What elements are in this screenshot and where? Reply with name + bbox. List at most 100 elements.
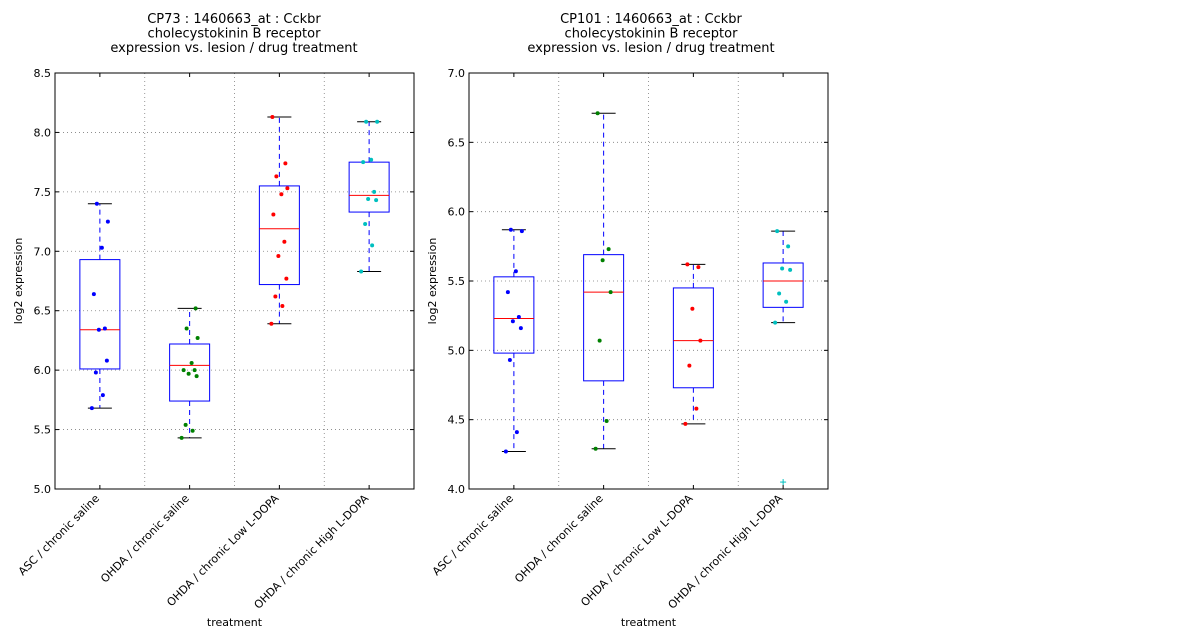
box-plot-2: [583, 111, 625, 451]
chart-title-line: expression vs. lesion / drug treatment: [110, 41, 357, 56]
data-point: [283, 161, 288, 166]
x-tick-label: ASC / chronic saline: [16, 492, 102, 578]
data-point: [516, 315, 521, 320]
data-point: [685, 262, 690, 267]
y-tick-label: 5.5: [448, 275, 466, 288]
y-tick-label: 4.5: [448, 414, 466, 427]
data-point: [184, 326, 189, 331]
chart-title-line: CP101 : 1460663_at : Cckbr: [560, 12, 742, 27]
y-tick-label: 7.5: [34, 186, 52, 199]
data-point: [276, 254, 281, 259]
data-point: [179, 435, 184, 440]
data-point: [780, 266, 785, 271]
x-tick-label: OHDA / chronic saline: [512, 492, 606, 586]
data-point: [775, 229, 780, 234]
x-axis-label: treatment: [207, 616, 263, 629]
data-point: [687, 363, 692, 368]
y-axis-label: log2 expression: [12, 238, 25, 325]
data-point: [94, 201, 99, 206]
y-tick-label: 7.0: [34, 245, 52, 258]
data-point: [194, 374, 199, 379]
data-point: [192, 368, 197, 373]
data-point: [507, 358, 512, 363]
data-point: [190, 428, 195, 433]
y-tick-label: 6.5: [448, 136, 466, 149]
data-point: [104, 358, 109, 363]
data-point: [698, 338, 703, 343]
chart-title-line: cholecystokinin B receptor: [148, 27, 322, 42]
box-iqr: [348, 161, 390, 213]
chart-title-line: cholecystokinin B receptor: [565, 27, 739, 42]
data-point: [694, 406, 699, 411]
data-point: [285, 186, 290, 191]
data-point: [364, 119, 369, 124]
box-iqr: [583, 254, 625, 382]
data-point: [195, 336, 200, 341]
data-point: [274, 174, 279, 179]
data-point: [270, 114, 275, 119]
data-point: [510, 319, 515, 324]
box-plot-4: [348, 119, 390, 274]
data-point: [186, 371, 191, 376]
data-point: [273, 294, 278, 299]
x-tick-label: OHDA / chronic saline: [98, 492, 192, 586]
data-point: [181, 368, 186, 373]
data-point: [366, 196, 371, 201]
data-point: [604, 419, 609, 424]
data-point: [105, 219, 110, 224]
data-point: [773, 320, 778, 325]
data-point: [100, 393, 105, 398]
data-point: [183, 422, 188, 427]
data-point: [690, 306, 695, 311]
data-point: [375, 119, 380, 124]
x-tick-label: ASC / chronic saline: [430, 492, 516, 578]
data-point: [606, 247, 611, 252]
data-point: [683, 421, 688, 426]
box-plot-1: [79, 201, 121, 411]
data-point: [508, 227, 513, 232]
y-axis-label: log2 expression: [426, 238, 439, 325]
y-tick-label: 6.0: [448, 206, 466, 219]
data-point: [193, 306, 198, 311]
data-point: [269, 321, 274, 326]
data-point: [518, 326, 523, 331]
data-point: [608, 290, 613, 295]
data-point: [284, 276, 289, 281]
data-point: [374, 198, 379, 203]
y-tick-label: 5.0: [34, 483, 52, 496]
data-point: [96, 327, 101, 332]
data-point: [363, 221, 368, 226]
box-plot-2: [169, 306, 211, 440]
data-point: [369, 157, 374, 162]
y-tick-label: 6.0: [34, 364, 52, 377]
data-point: [503, 449, 508, 454]
chart-panel-2: CP101 : 1460663_at : Cckbrcholecystokini…: [426, 12, 829, 629]
box-iqr: [258, 185, 300, 286]
data-point: [597, 338, 602, 343]
data-point: [89, 406, 94, 411]
box-iqr: [169, 343, 211, 402]
data-point: [595, 111, 600, 116]
outlier-marker: [780, 479, 787, 486]
box-plot-3: [258, 114, 300, 326]
y-tick-label: 8.0: [34, 126, 52, 139]
chart-panel-1: CP73 : 1460663_at : Cckbrcholecystokinin…: [12, 12, 415, 629]
data-point: [788, 267, 793, 272]
data-point: [519, 229, 524, 234]
chart-title-line: CP73 : 1460663_at : Cckbr: [147, 12, 321, 27]
box-plot-4: [762, 229, 804, 325]
plot-frame: [468, 72, 829, 490]
data-point: [282, 239, 287, 244]
box-iqr: [672, 287, 714, 389]
data-point: [372, 189, 377, 194]
data-point: [359, 269, 364, 274]
y-tick-label: 5.0: [448, 344, 466, 357]
box-plot-1: [493, 227, 535, 454]
data-point: [786, 244, 791, 249]
data-point: [280, 303, 285, 308]
data-point: [600, 258, 605, 263]
x-axis-label: treatment: [621, 616, 677, 629]
data-point: [93, 370, 98, 375]
data-point: [91, 292, 96, 297]
